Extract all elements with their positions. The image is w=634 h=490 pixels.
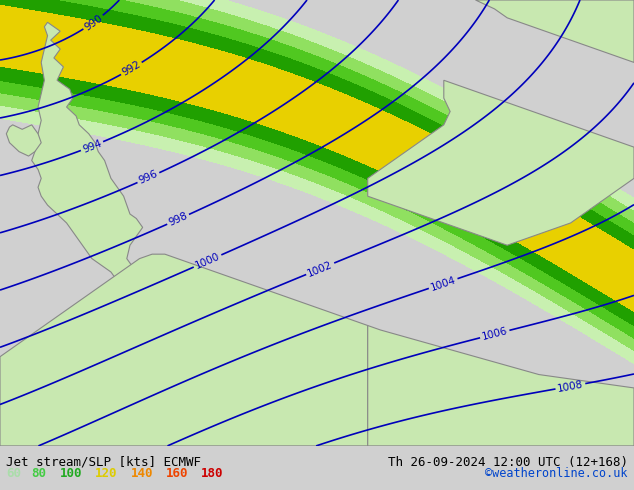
Text: 100: 100 — [60, 467, 82, 480]
Text: 140: 140 — [131, 467, 153, 480]
Text: ©weatheronline.co.uk: ©weatheronline.co.uk — [485, 467, 628, 480]
Polygon shape — [32, 22, 143, 285]
Text: 60: 60 — [6, 467, 22, 480]
Text: 1000: 1000 — [193, 251, 221, 271]
Text: Jet stream/SLP [kts] ECMWF: Jet stream/SLP [kts] ECMWF — [6, 456, 202, 468]
Polygon shape — [476, 0, 634, 62]
Text: 180: 180 — [201, 467, 223, 480]
Text: 120: 120 — [94, 467, 117, 480]
Polygon shape — [368, 325, 634, 446]
Text: 998: 998 — [167, 211, 189, 228]
Text: 1006: 1006 — [481, 326, 508, 342]
Text: 160: 160 — [166, 467, 188, 480]
Text: 1002: 1002 — [306, 259, 334, 278]
Polygon shape — [6, 125, 41, 156]
Polygon shape — [0, 254, 368, 446]
Text: 996: 996 — [138, 169, 160, 186]
Polygon shape — [368, 80, 634, 245]
Text: 990: 990 — [82, 13, 104, 32]
Text: 80: 80 — [32, 467, 47, 480]
Text: 994: 994 — [81, 138, 103, 154]
Text: 1004: 1004 — [429, 274, 457, 293]
Text: Th 26-09-2024 12:00 UTC (12+168): Th 26-09-2024 12:00 UTC (12+168) — [387, 456, 628, 468]
Text: 992: 992 — [120, 59, 143, 78]
Text: 1008: 1008 — [557, 379, 584, 393]
